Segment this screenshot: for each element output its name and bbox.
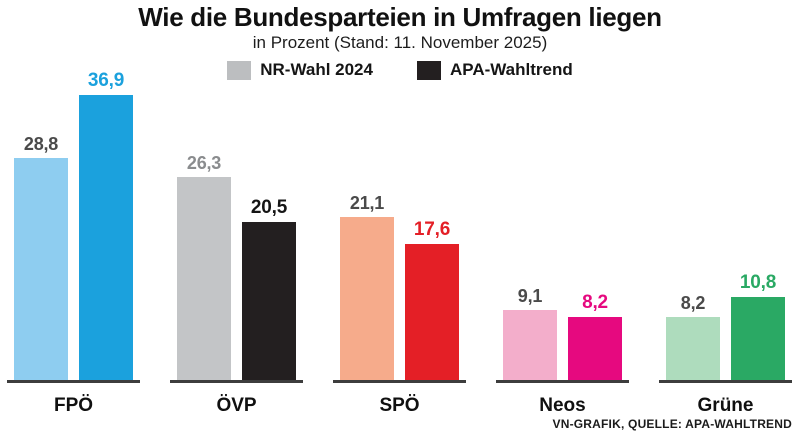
- group-baseline: [659, 380, 792, 383]
- bar[interactable]: 8,2: [666, 293, 720, 380]
- bar-value-label: 8,2: [582, 292, 608, 313]
- bar-value-label: 17,6: [413, 219, 451, 240]
- legend-label: NR-Wahl 2024: [260, 60, 373, 79]
- legend-swatch-icon: [416, 60, 441, 80]
- category-label: Neos: [539, 395, 586, 416]
- bar[interactable]: 8,2: [568, 292, 622, 380]
- bar-value-label: 21,1: [349, 193, 385, 213]
- legend-label: APA-Wahltrend: [449, 60, 573, 79]
- bar[interactable]: 17,6: [405, 219, 459, 380]
- bar-group: 8,2 10,8: [659, 88, 792, 383]
- group-baseline: [333, 380, 466, 383]
- bar-value-label: 36,9: [87, 70, 125, 91]
- bar-group: 9,1 8,2: [496, 88, 629, 383]
- bar[interactable]: 9,1: [503, 286, 557, 380]
- bar-value-label: 9,1: [517, 286, 543, 306]
- legend-item: NR-Wahl 2024: [227, 60, 373, 80]
- bar[interactable]: 21,1: [340, 193, 394, 380]
- bar[interactable]: 28,8: [14, 134, 68, 380]
- category-label: SPÖ: [379, 395, 420, 416]
- bar-value-label: 28,8: [23, 134, 59, 154]
- legend-swatch-icon: [227, 60, 252, 80]
- group-baseline: [170, 380, 303, 383]
- chart-subtitle: in Prozent (Stand: 11. November 2025): [252, 33, 548, 52]
- bar-value-label: 20,5: [250, 197, 288, 218]
- source-credit: VN-GRAFIK, QUELLE: APA-WAHLTREND: [552, 417, 792, 431]
- chart-legend: NR-Wahl 2024 APA-Wahltrend: [0, 60, 800, 80]
- bar-value-label: 10,8: [739, 272, 777, 293]
- bar-group: 26,3 20,5: [170, 88, 303, 383]
- plot-area: 28,8 36,9 26,3 20,5 21,1 17,6 9,1 8,2 8,2 10,8: [0, 70, 800, 383]
- bar-group: 21,1 17,6: [333, 88, 466, 383]
- page-title: Wie die Bundesparteien in Umfragen liege…: [138, 2, 662, 32]
- bar[interactable]: 20,5: [242, 197, 296, 380]
- bar[interactable]: 36,9: [79, 70, 133, 380]
- bar[interactable]: 26,3: [177, 153, 231, 380]
- bar-group: 28,8 36,9: [7, 70, 140, 383]
- bar-value-label: 8,2: [680, 293, 706, 313]
- bar[interactable]: 10,8: [731, 272, 785, 380]
- group-baseline: [496, 380, 629, 383]
- group-baseline: [7, 380, 140, 383]
- category-label: FPÖ: [53, 395, 94, 416]
- category-label: Grüne: [697, 395, 754, 416]
- legend-item: APA-Wahltrend: [416, 60, 573, 80]
- bar-value-label: 26,3: [186, 153, 222, 173]
- category-label: ÖVP: [216, 395, 257, 416]
